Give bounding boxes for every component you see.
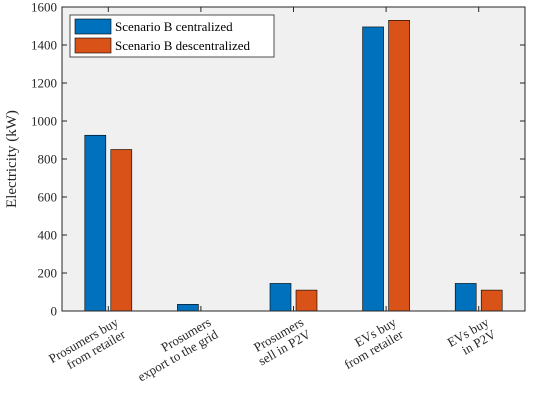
- bar-descentralized-4: [480, 289, 503, 312]
- y-axis-ticks: 0 200 400 600 800 1000 1200 1400 1600: [31, 0, 525, 319]
- bars: [84, 19, 503, 312]
- bar-centralized-0: [84, 134, 107, 312]
- legend-label-centralized: Scenario B centralized: [115, 19, 233, 34]
- y-tick-label: 200: [38, 266, 58, 281]
- y-axis-title: Electricity (kW): [4, 110, 20, 208]
- bar-descentralized-2: [295, 289, 318, 312]
- bar-centralized-2: [269, 283, 292, 312]
- y-tick-label: 1000: [31, 114, 57, 129]
- y-tick-label: 800: [38, 152, 58, 167]
- y-tick-label: 400: [38, 228, 58, 243]
- bar-centralized-4: [454, 283, 477, 312]
- legend-swatch-descentralized: [74, 37, 112, 54]
- bar-descentralized-0: [110, 149, 133, 312]
- plot-area: [61, 6, 526, 312]
- bar-centralized-3: [362, 26, 384, 312]
- y-tick-label: 1400: [31, 38, 57, 53]
- legend: Scenario B centralized Scenario B descen…: [69, 14, 275, 58]
- legend-label-descentralized: Scenario B descentralized: [115, 38, 250, 53]
- y-tick-label: 0: [51, 304, 58, 319]
- bar-centralized-1: [177, 304, 199, 312]
- y-tick-label: 1200: [31, 76, 57, 91]
- y-tick-label: 1600: [31, 0, 57, 15]
- y-tick-label: 600: [38, 190, 58, 205]
- x-axis-ticks: [107, 7, 480, 311]
- bar-descentralized-3: [388, 19, 410, 312]
- legend-swatch-centralized: [74, 18, 112, 35]
